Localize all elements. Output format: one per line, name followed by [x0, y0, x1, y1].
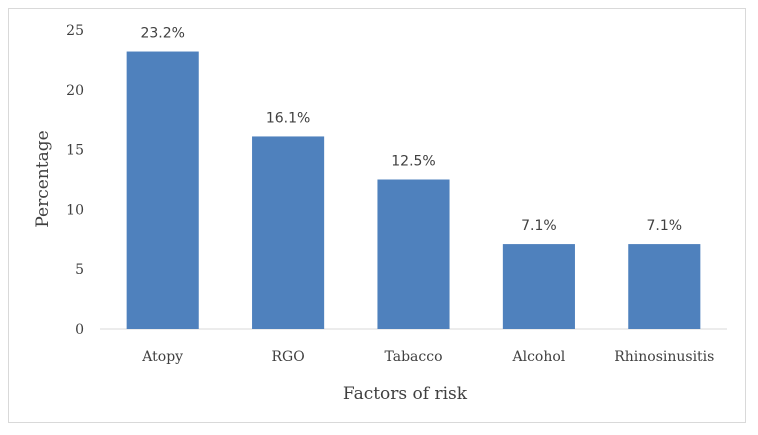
category-label: Atopy	[141, 349, 183, 365]
bar-rhinosinusitis	[628, 244, 701, 329]
y-axis-ticks: 0 5 10 15 20 25	[66, 23, 84, 338]
bars	[126, 51, 701, 329]
data-label: 16.1%	[266, 110, 310, 126]
bar-alcohol	[502, 244, 575, 329]
category-label: Rhinosinusitis	[614, 349, 714, 365]
category-label: Alcohol	[512, 349, 566, 365]
category-label: Tabacco	[384, 349, 442, 365]
data-label: 7.1%	[647, 218, 683, 234]
data-label: 12.5%	[391, 154, 435, 170]
category-label: RGO	[271, 349, 304, 365]
bar-rgo	[252, 136, 325, 329]
y-tick-label: 15	[66, 143, 84, 159]
data-labels: 23.2% 16.1% 12.5% 7.1% 7.1%	[140, 26, 682, 235]
y-tick-label: 5	[75, 262, 84, 278]
x-axis-title: Factors of risk	[343, 384, 468, 404]
y-tick-label: 0	[75, 322, 84, 338]
data-label: 7.1%	[521, 218, 557, 234]
y-axis-title: Percentage	[33, 130, 53, 227]
y-tick-label: 25	[66, 23, 84, 39]
y-tick-label: 20	[66, 83, 84, 99]
bar-tabacco	[377, 179, 450, 329]
y-tick-label: 10	[66, 202, 84, 218]
data-label: 23.2%	[140, 26, 184, 42]
category-labels: Atopy RGO Tabacco Alcohol Rhinosinusitis	[141, 349, 714, 365]
bar-atopy	[126, 51, 199, 329]
